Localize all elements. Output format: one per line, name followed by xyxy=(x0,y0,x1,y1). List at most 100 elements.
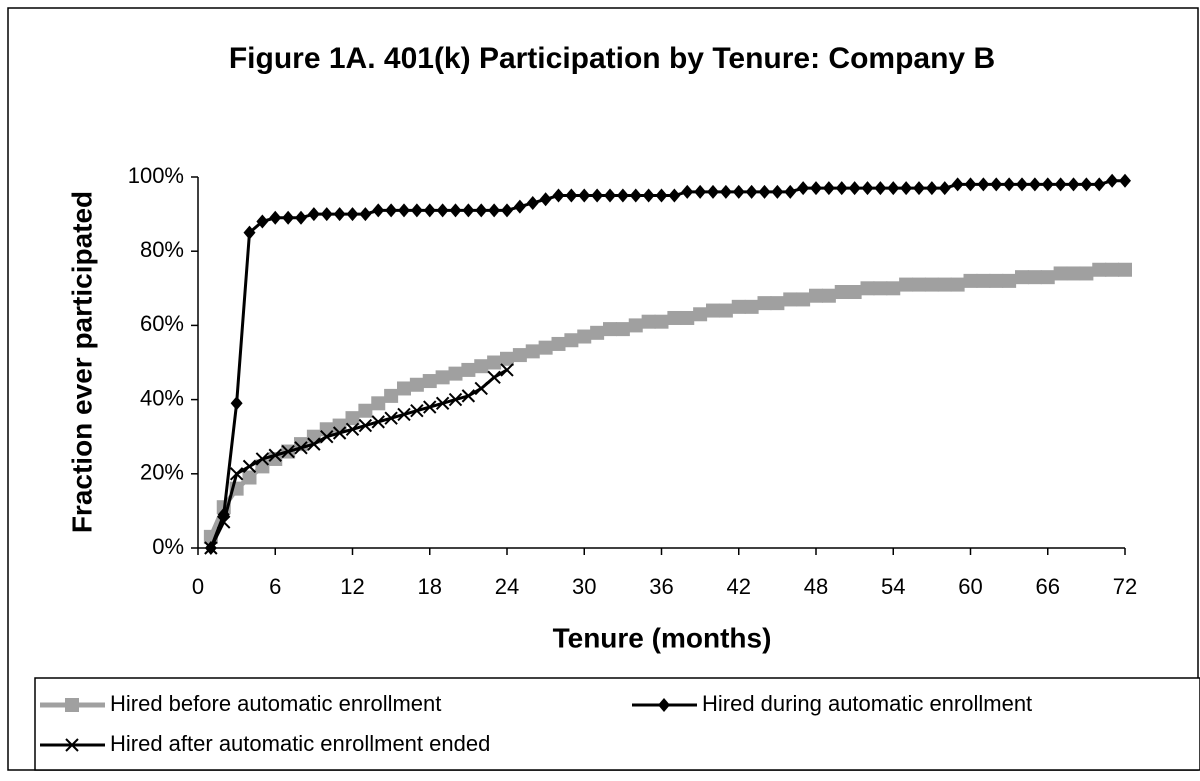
diamond-marker xyxy=(501,203,513,218)
diamond-marker xyxy=(938,181,951,196)
diamond-marker xyxy=(629,188,642,203)
x-tick-label: 72 xyxy=(1113,574,1137,599)
x-marker xyxy=(461,389,476,403)
x-tick-label: 0 xyxy=(192,574,204,599)
square-marker xyxy=(397,381,411,396)
square-marker xyxy=(693,307,708,322)
diamond-marker xyxy=(797,181,810,196)
y-tick-label: 40% xyxy=(140,385,184,410)
diamond-marker xyxy=(977,177,990,192)
square-marker xyxy=(770,296,785,311)
square-marker xyxy=(371,396,386,411)
x-marker xyxy=(448,392,463,407)
square-marker xyxy=(1079,266,1094,281)
x-marker xyxy=(397,407,411,422)
square-marker xyxy=(641,314,656,329)
square-marker xyxy=(847,285,862,300)
square-marker xyxy=(435,370,450,385)
square-marker xyxy=(667,310,682,325)
diamond-marker xyxy=(655,188,668,203)
square-marker xyxy=(487,355,502,370)
x-marker xyxy=(474,381,488,396)
diamond-marker xyxy=(913,181,925,196)
x-marker xyxy=(242,459,257,474)
x-marker xyxy=(65,738,79,752)
diamond-marker xyxy=(307,207,320,222)
diamond-marker xyxy=(398,203,410,218)
square-marker xyxy=(564,333,579,348)
diamond-marker xyxy=(835,181,848,196)
diamond-marker xyxy=(887,181,900,196)
diamond-marker xyxy=(243,225,256,240)
diamond-marker xyxy=(1016,177,1028,192)
y-tick-label: 0% xyxy=(152,534,184,559)
diamond-marker xyxy=(1080,177,1093,192)
diamond-marker xyxy=(591,188,604,203)
diamond-marker xyxy=(565,188,578,203)
diamond-marker xyxy=(410,203,423,218)
x-marker xyxy=(204,541,218,555)
x-axis-label: Tenure (months) xyxy=(553,622,772,653)
x-marker xyxy=(358,418,373,433)
square-marker xyxy=(796,292,811,307)
x-tick-label: 66 xyxy=(1036,574,1060,599)
diamond-marker xyxy=(1093,177,1106,192)
square-marker xyxy=(461,362,476,377)
diamond-marker xyxy=(539,192,552,207)
x-tick-label: 18 xyxy=(418,574,442,599)
square-marker xyxy=(950,277,965,292)
square-marker xyxy=(654,314,669,329)
x-marker xyxy=(229,467,244,481)
square-marker xyxy=(783,292,798,307)
diamond-marker xyxy=(359,207,372,222)
square-marker xyxy=(1092,262,1107,277)
x-tick-label: 12 xyxy=(340,574,364,599)
x-marker xyxy=(345,422,360,436)
x-marker xyxy=(294,441,308,455)
square-marker xyxy=(577,329,592,344)
square-marker xyxy=(422,374,437,389)
square-marker xyxy=(500,351,514,366)
x-marker xyxy=(487,370,501,385)
square-marker xyxy=(1040,270,1055,285)
x-marker xyxy=(371,415,385,429)
square-marker xyxy=(976,273,991,288)
x-tick-label: 6 xyxy=(269,574,281,599)
x-marker xyxy=(255,452,270,466)
diamond-marker xyxy=(385,203,398,218)
diamond-marker xyxy=(604,188,616,203)
x-marker xyxy=(268,448,282,462)
diamond-marker xyxy=(951,177,964,192)
square-marker xyxy=(409,377,424,392)
x-marker xyxy=(500,363,514,377)
diamond-marker xyxy=(900,181,913,196)
square-marker xyxy=(873,281,888,296)
diamond-marker xyxy=(658,698,670,712)
diamond-marker xyxy=(874,181,887,196)
square-marker xyxy=(731,299,746,314)
square-marker xyxy=(1066,266,1081,281)
square-marker xyxy=(1053,266,1068,281)
x-marker xyxy=(435,396,450,411)
y-tick-label: 100% xyxy=(128,163,184,188)
square-marker xyxy=(1002,273,1017,288)
diamond-marker xyxy=(269,210,282,225)
diamond-marker xyxy=(333,207,346,222)
square-marker xyxy=(937,277,952,292)
diamond-marker xyxy=(372,203,385,218)
square-marker xyxy=(1015,270,1029,285)
square-marker xyxy=(603,322,617,337)
square-marker xyxy=(512,348,527,363)
square-marker xyxy=(590,325,605,340)
chart-border xyxy=(7,7,1199,771)
diamond-marker xyxy=(282,210,295,225)
diamond-marker xyxy=(1003,177,1016,192)
diamond-marker xyxy=(925,181,938,196)
x-marker xyxy=(281,444,295,459)
legend-label: Hired during automatic enrollment xyxy=(702,691,1032,716)
legend-box xyxy=(34,677,1200,771)
square-marker xyxy=(744,299,759,314)
square-marker xyxy=(628,318,643,333)
square-marker xyxy=(615,322,630,337)
diamond-marker xyxy=(526,195,539,210)
